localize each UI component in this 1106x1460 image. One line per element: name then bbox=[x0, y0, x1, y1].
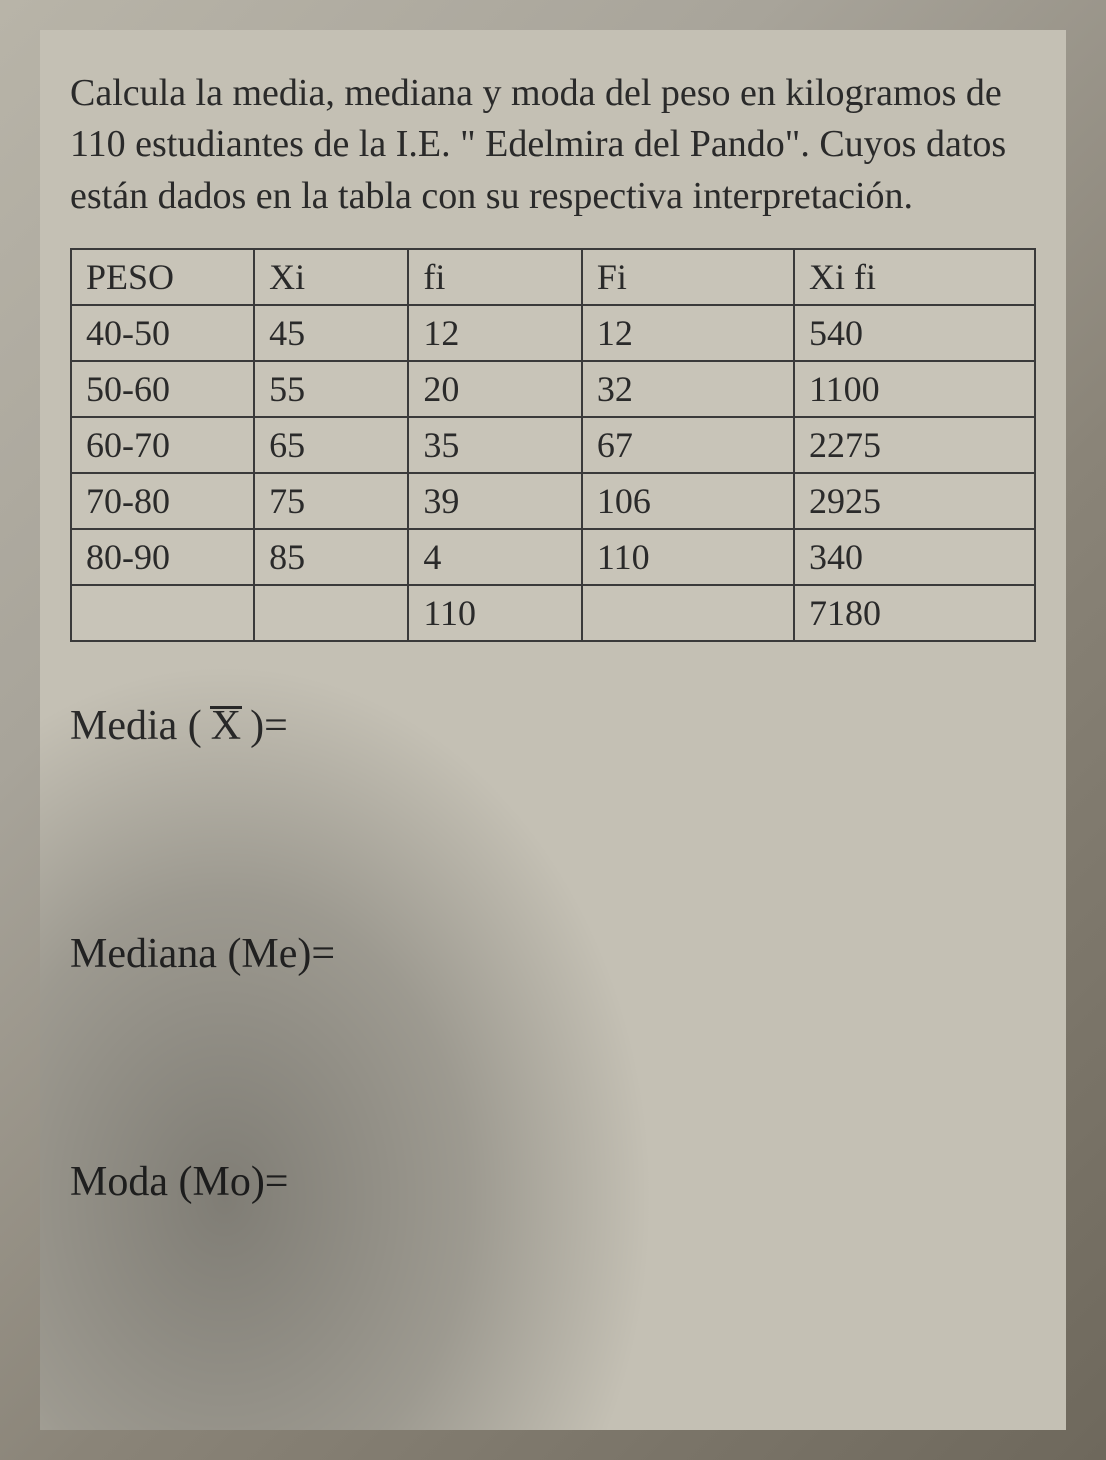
cell: 65 bbox=[254, 417, 408, 473]
cell: 12 bbox=[408, 305, 582, 361]
mediana-label: Mediana (Me)= bbox=[70, 930, 335, 978]
col-header-Fi: Fi bbox=[582, 249, 794, 305]
cell: 20 bbox=[408, 361, 582, 417]
media-label-suffix: )= bbox=[250, 702, 288, 750]
cell: 39 bbox=[408, 473, 582, 529]
cell: 55 bbox=[254, 361, 408, 417]
moda-line: Moda (Mo)= bbox=[70, 1158, 1036, 1206]
cell bbox=[71, 585, 254, 641]
col-header-xi: Xi bbox=[254, 249, 408, 305]
col-header-fi: fi bbox=[408, 249, 582, 305]
table-row: 60-70 65 35 67 2275 bbox=[71, 417, 1035, 473]
cell: 4 bbox=[408, 529, 582, 585]
cell: 340 bbox=[794, 529, 1035, 585]
mediana-line: Mediana (Me)= bbox=[70, 930, 1036, 978]
moda-label: Moda (Mo)= bbox=[70, 1158, 289, 1206]
cell: 12 bbox=[582, 305, 794, 361]
cell: 540 bbox=[794, 305, 1035, 361]
cell: 7180 bbox=[794, 585, 1035, 641]
cell: 2275 bbox=[794, 417, 1035, 473]
table-row: 80-90 85 4 110 340 bbox=[71, 529, 1035, 585]
cell: 75 bbox=[254, 473, 408, 529]
media-line: Media ( X )= bbox=[70, 702, 1036, 750]
cell: 80-90 bbox=[71, 529, 254, 585]
cell bbox=[582, 585, 794, 641]
cell: 50-60 bbox=[71, 361, 254, 417]
media-label-prefix: Media ( bbox=[70, 702, 202, 750]
cell: 60-70 bbox=[71, 417, 254, 473]
col-header-peso: PESO bbox=[71, 249, 254, 305]
cell: 32 bbox=[582, 361, 794, 417]
problem-statement: Calcula la media, mediana y moda del pes… bbox=[70, 68, 1036, 222]
table-row-totals: 110 7180 bbox=[71, 585, 1035, 641]
col-header-xifi: Xi fi bbox=[794, 249, 1035, 305]
cell: 106 bbox=[582, 473, 794, 529]
table-row: 50-60 55 20 32 1100 bbox=[71, 361, 1035, 417]
cell: 35 bbox=[408, 417, 582, 473]
cell: 45 bbox=[254, 305, 408, 361]
cell: 1100 bbox=[794, 361, 1035, 417]
frequency-table: PESO Xi fi Fi Xi fi 40-50 45 12 12 540 5… bbox=[70, 248, 1036, 642]
cell: 70-80 bbox=[71, 473, 254, 529]
table-row: 40-50 45 12 12 540 bbox=[71, 305, 1035, 361]
cell bbox=[254, 585, 408, 641]
cell: 85 bbox=[254, 529, 408, 585]
table-row: 70-80 75 39 106 2925 bbox=[71, 473, 1035, 529]
cell: 2925 bbox=[794, 473, 1035, 529]
cell: 40-50 bbox=[71, 305, 254, 361]
cell: 110 bbox=[408, 585, 582, 641]
cell: 110 bbox=[582, 529, 794, 585]
media-symbol-xbar: X bbox=[208, 702, 244, 750]
cell: 67 bbox=[582, 417, 794, 473]
table-header-row: PESO Xi fi Fi Xi fi bbox=[71, 249, 1035, 305]
